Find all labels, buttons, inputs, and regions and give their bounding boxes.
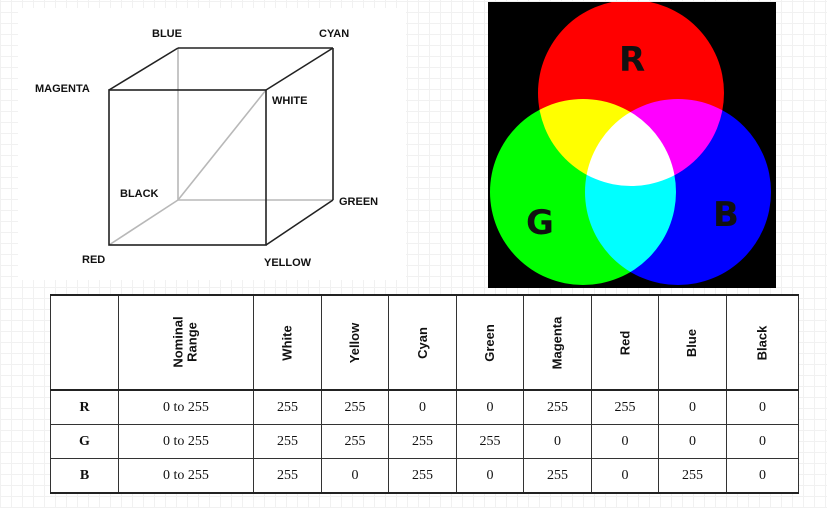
header-blue-label: Blue xyxy=(684,328,700,357)
cell-blue: 255 xyxy=(658,458,727,494)
header-range-line: Range xyxy=(184,321,200,362)
table-row: G 0 to 255 255 255 255 255 0 0 0 0 xyxy=(50,424,799,459)
header-black: Black xyxy=(726,294,799,391)
cube-edge-white-cyan xyxy=(265,47,334,91)
cube-front-face xyxy=(108,89,267,246)
cell-yellow: 0 xyxy=(321,458,389,494)
header-nominal-range-label: Nominal Range xyxy=(171,316,200,367)
cell-white: 255 xyxy=(253,424,322,459)
header-white-label: White xyxy=(279,324,295,361)
cube-edge-yellow-green xyxy=(265,199,334,246)
header-magenta: Magenta xyxy=(523,294,592,391)
header-red-label: Red xyxy=(617,330,632,355)
cell-black: 0 xyxy=(726,458,799,494)
letter-g: G xyxy=(526,203,554,243)
cell-blue: 0 xyxy=(658,424,727,459)
cube-label-blue: BLUE xyxy=(152,28,182,40)
cell-red: 0 xyxy=(591,424,659,459)
letter-b: B xyxy=(713,195,739,235)
cell-green: 0 xyxy=(456,390,524,425)
cell-green: 0 xyxy=(456,458,524,494)
header-yellow-label: Yellow xyxy=(347,322,362,363)
cube-label-white: WHITE xyxy=(272,95,307,107)
cube-label-cyan: CYAN xyxy=(319,28,349,40)
header-blue: Blue xyxy=(658,294,727,391)
header-red: Red xyxy=(591,294,659,391)
header-yellow: Yellow xyxy=(321,294,389,391)
header-cyan-label: Cyan xyxy=(414,326,430,359)
header-cyan: Cyan xyxy=(388,294,457,391)
cell-black: 0 xyxy=(726,390,799,425)
cell-range: 0 to 255 xyxy=(118,390,254,425)
rgb-values-table: Nominal Range White Yellow Cyan Green Ma… xyxy=(50,294,799,494)
header-magenta-label: Magenta xyxy=(549,316,565,369)
header-nominal-range: Nominal Range xyxy=(118,294,254,391)
cell-cyan: 0 xyxy=(388,390,457,425)
header-black-label: Black xyxy=(754,325,770,360)
cube-label-red: RED xyxy=(82,254,105,266)
rgb-cube-drawing: BLUE CYAN MAGENTA WHITE BLACK GREEN RED … xyxy=(35,28,378,269)
table-row: R 0 to 255 255 255 0 0 255 255 0 0 xyxy=(50,390,799,425)
cube-label-black: BLACK xyxy=(120,188,159,200)
header-corner xyxy=(50,294,119,391)
cell-yellow: 255 xyxy=(321,424,389,459)
rgb-cube-diagram: BLUE CYAN MAGENTA WHITE BLACK GREEN RED … xyxy=(18,8,406,280)
additive-color-circles: R G B xyxy=(488,2,776,288)
cell-black: 0 xyxy=(726,424,799,459)
cell-white: 255 xyxy=(253,458,322,494)
cell-yellow: 255 xyxy=(321,390,389,425)
table-row: B 0 to 255 255 0 255 0 255 0 255 0 xyxy=(50,458,799,494)
cell-white: 255 xyxy=(253,390,322,425)
row-label-g: G xyxy=(50,424,119,459)
cell-red: 0 xyxy=(591,458,659,494)
cube-label-magenta: MAGENTA xyxy=(35,83,90,95)
cell-cyan: 255 xyxy=(388,424,457,459)
cell-range: 0 to 255 xyxy=(118,458,254,494)
rgb-values-table-container: Nominal Range White Yellow Cyan Green Ma… xyxy=(50,294,799,494)
row-label-r: R xyxy=(50,390,119,425)
cube-label-green: GREEN xyxy=(339,196,378,208)
cell-magenta: 0 xyxy=(523,424,592,459)
cell-green: 255 xyxy=(456,424,524,459)
cube-edge-magenta-blue xyxy=(108,47,179,91)
cell-blue: 0 xyxy=(658,390,727,425)
cell-range: 0 to 255 xyxy=(118,424,254,459)
table-header-row: Nominal Range White Yellow Cyan Green Ma… xyxy=(50,294,799,391)
cell-magenta: 255 xyxy=(523,390,592,425)
cube-hidden-edge-black-red xyxy=(108,199,179,246)
cube-label-yellow: YELLOW xyxy=(264,257,312,269)
blue-circle xyxy=(585,99,771,285)
additive-color-venn-diagram: R G B xyxy=(488,2,776,288)
cube-diagonal-black-white xyxy=(177,89,267,201)
letter-r: R xyxy=(619,40,645,80)
header-green-label: Green xyxy=(481,323,497,362)
header-white: White xyxy=(253,294,322,391)
cell-magenta: 255 xyxy=(523,458,592,494)
cell-red: 255 xyxy=(591,390,659,425)
row-label-b: B xyxy=(50,458,119,494)
cell-cyan: 255 xyxy=(388,458,457,494)
header-green: Green xyxy=(456,294,524,391)
